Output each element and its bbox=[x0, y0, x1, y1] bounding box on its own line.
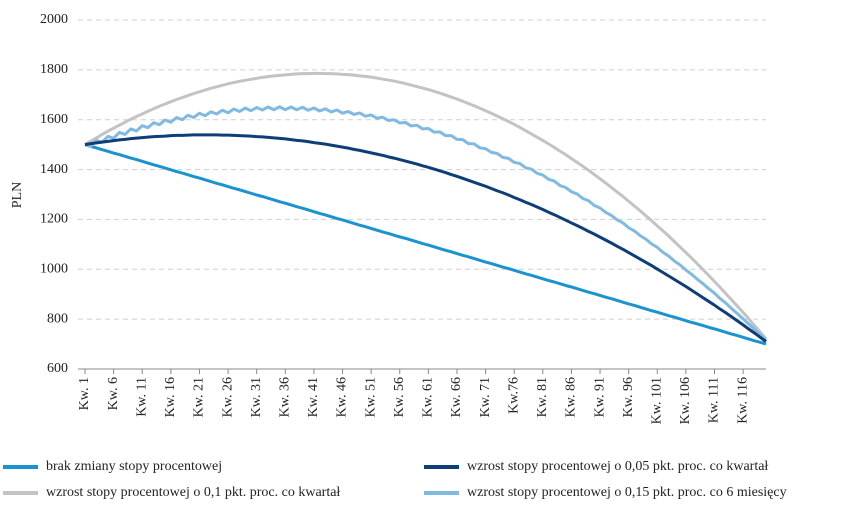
y-tick-label: 1800 bbox=[40, 62, 68, 77]
legend-label: wzrost stopy procentowej o 0,15 pkt. pro… bbox=[467, 485, 787, 500]
line-series bbox=[84, 133, 767, 343]
y-tick-label: 800 bbox=[47, 311, 68, 326]
y-axis-title: PLN bbox=[10, 182, 25, 208]
x-tick-label: Kw. 111 bbox=[707, 377, 722, 423]
line-series bbox=[84, 143, 767, 346]
x-tick-label: Kw. 36 bbox=[278, 377, 293, 417]
legend-label: wzrost stopy procentowej o 0,1 pkt. proc… bbox=[46, 485, 340, 500]
x-tick-label: Kw. 51 bbox=[363, 377, 378, 417]
x-tick-label: Kw. 21 bbox=[192, 377, 207, 417]
line-series bbox=[84, 105, 768, 342]
x-tick-label: Kw. 101 bbox=[649, 377, 664, 424]
x-tick-label: Kw. 96 bbox=[621, 377, 636, 417]
x-tick-label: Kw.76 bbox=[506, 377, 521, 414]
x-tick-label: Kw. 61 bbox=[421, 377, 436, 417]
x-tick-label: Kw. 1 bbox=[77, 377, 92, 410]
x-tick-label: Kw. 86 bbox=[564, 377, 579, 417]
x-tick-label: Kw. 91 bbox=[592, 377, 607, 417]
x-tick-label: Kw. 81 bbox=[535, 377, 550, 417]
y-tick-label: 1000 bbox=[40, 262, 68, 277]
y-tick-label: 1600 bbox=[40, 112, 68, 127]
y-tick-label: 1400 bbox=[40, 162, 68, 177]
legend-label: brak zmiany stopy procentowej bbox=[46, 459, 222, 474]
y-tick-label: 1200 bbox=[40, 212, 68, 227]
x-tick-label: Kw. 11 bbox=[134, 377, 149, 417]
x-tick-label: Kw. 41 bbox=[306, 377, 321, 417]
x-tick-label: Kw. 66 bbox=[449, 377, 464, 417]
x-tick-label: Kw. 106 bbox=[678, 377, 693, 424]
x-tick-label: Kw. 56 bbox=[392, 377, 407, 417]
y-tick-label: 2000 bbox=[40, 12, 68, 27]
x-tick-label: Kw. 31 bbox=[249, 377, 264, 417]
line-series bbox=[84, 71, 768, 340]
y-tick-label: 600 bbox=[47, 361, 68, 376]
x-tick-label: Kw. 16 bbox=[163, 377, 178, 417]
x-tick-label: Kw. 26 bbox=[220, 377, 235, 417]
x-tick-label: Kw. 6 bbox=[106, 377, 121, 410]
x-tick-label: Kw. 71 bbox=[478, 377, 493, 417]
x-tick-label: Kw. 116 bbox=[735, 377, 750, 424]
x-tick-label: Kw. 46 bbox=[335, 377, 350, 417]
legend-label: wzrost stopy procentowej o 0,05 pkt. pro… bbox=[467, 459, 768, 474]
